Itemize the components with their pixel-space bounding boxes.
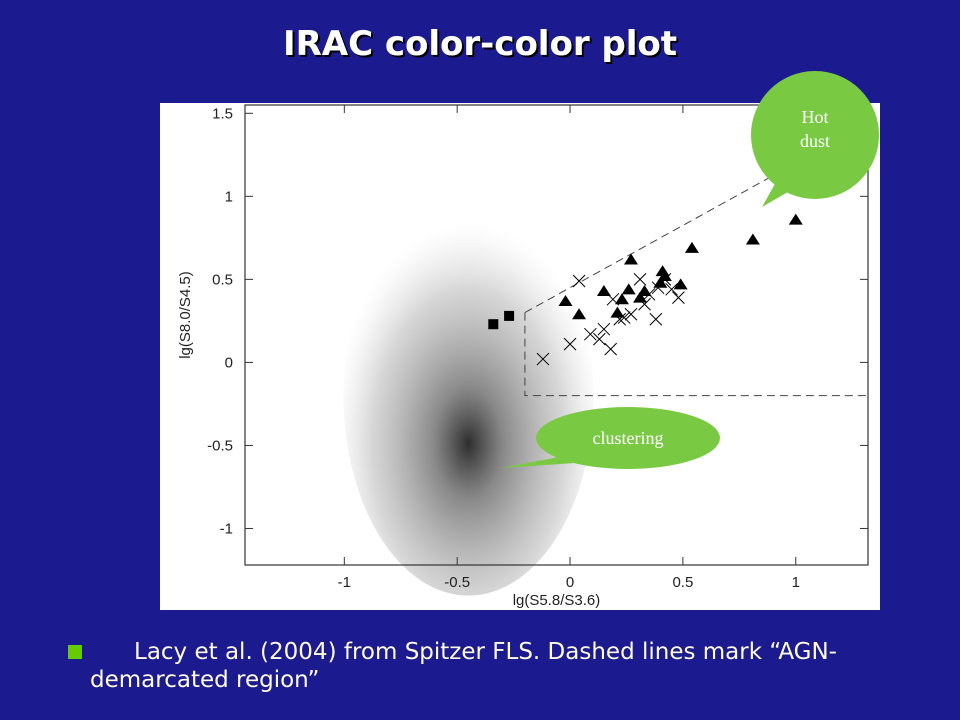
square-point	[488, 319, 499, 330]
x-tick-label: -0.5	[444, 574, 470, 591]
cross-point	[584, 327, 597, 341]
cross-point	[638, 297, 651, 311]
cross-point	[606, 292, 620, 306]
y-tick-label: 1	[225, 188, 233, 205]
triangle-point	[788, 213, 803, 225]
x-tick-label: -1	[338, 574, 351, 591]
cross-point	[563, 337, 577, 351]
cross-point	[633, 273, 647, 286]
y-tick-label: -0.5	[207, 437, 233, 454]
callout-text: clustering	[593, 428, 664, 448]
cross-point	[649, 312, 663, 326]
cross-point	[593, 332, 606, 346]
agn-boundary	[524, 312, 868, 397]
y-tick-label: -1	[220, 520, 233, 537]
callout-bubble	[751, 71, 879, 199]
y-tick-label: 0	[225, 354, 233, 371]
cross-point	[642, 287, 656, 301]
y-tick-label: 1.5	[212, 105, 233, 122]
y-axis-label: lg(S8.0/S4.5)	[177, 271, 194, 359]
callout-text: Hot	[802, 107, 829, 127]
cross-point	[665, 282, 678, 296]
triangle-point	[621, 283, 636, 295]
triangle-point	[653, 276, 668, 288]
cross-point	[604, 342, 618, 356]
cross-point	[597, 322, 611, 336]
cross-point	[658, 273, 672, 286]
point-cloud	[343, 195, 594, 596]
callout-bubble	[536, 407, 720, 469]
x-tick-label: 1	[792, 574, 800, 591]
triangle-point	[673, 278, 688, 290]
bullet-marker	[68, 645, 82, 659]
cross-point	[572, 274, 586, 288]
triangle-point	[684, 241, 699, 253]
x-axis-label: lg(S5.8/S3.6)	[513, 592, 601, 609]
x-tick-label: 0.5	[672, 574, 693, 591]
callouts: Hot dust clustering	[500, 71, 879, 469]
triangle-point	[614, 293, 629, 305]
cross-point	[536, 352, 550, 366]
cross-point	[624, 307, 638, 321]
cross-point	[651, 281, 665, 295]
x-tick-label: 0	[566, 574, 574, 591]
cross-point	[672, 291, 685, 304]
slide-title: IRAC color-color plot	[283, 24, 677, 64]
square-point	[504, 310, 515, 321]
axes-frame	[244, 104, 869, 566]
y-tick-label: 0.5	[212, 271, 233, 288]
triangle-point	[572, 308, 587, 320]
bullet-text: Lacy et al. (2004) from Spitzer FLS. Das…	[90, 639, 837, 693]
callout-text: dust	[800, 131, 830, 151]
triangle-point	[745, 233, 760, 245]
triangle-point	[657, 270, 672, 282]
triangle-point	[558, 294, 573, 306]
triangle-point	[623, 253, 638, 265]
cross-point	[613, 312, 627, 326]
cross-point	[617, 311, 631, 324]
